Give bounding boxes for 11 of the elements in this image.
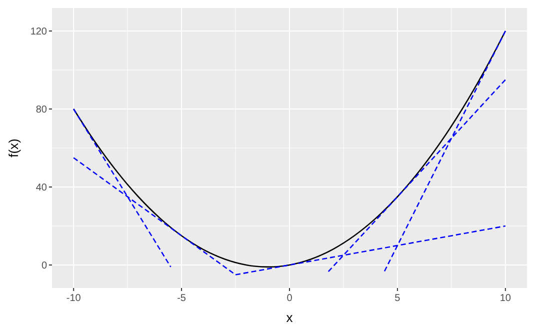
- y-tick-label: 40: [36, 182, 48, 194]
- x-tick-label: 10: [500, 293, 512, 304]
- x-tick-label: -5: [177, 293, 186, 304]
- y-tick-label: 120: [30, 26, 48, 38]
- y-tick-label: 80: [36, 104, 48, 116]
- x-tick-label: -10: [66, 293, 82, 304]
- x-tick-label: 0: [286, 293, 293, 304]
- y-axis-title: f(x): [6, 138, 21, 158]
- y-tick-label: 0: [41, 260, 48, 272]
- x-axis-title: x: [286, 310, 294, 325]
- x-tick-label: 5: [394, 293, 401, 304]
